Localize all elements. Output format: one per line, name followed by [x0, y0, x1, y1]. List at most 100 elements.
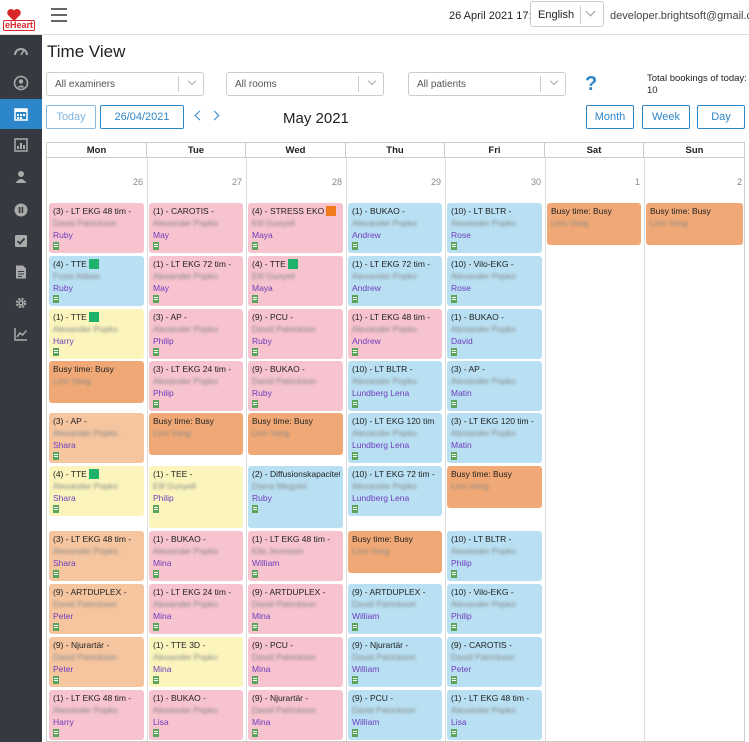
booking-event[interactable]: (9) - Njurartär - David Patrickson Mina: [248, 690, 343, 740]
document-icon[interactable]: [451, 623, 457, 631]
booking-event[interactable]: (1) - LT EKG 48 tim - Alexander Popko Harr…: [49, 690, 144, 740]
booking-event[interactable]: (4) - TTE Fozia Abbas Ruby: [49, 256, 144, 306]
document-icon[interactable]: [252, 570, 258, 578]
patient-filter[interactable]: All patients: [408, 72, 566, 96]
document-icon[interactable]: [53, 570, 59, 578]
sidebar-item-calendar[interactable]: [0, 99, 42, 129]
booking-event[interactable]: (9) - ARTDUPLEX - David Patrickson William: [348, 584, 442, 634]
document-icon[interactable]: [352, 676, 358, 684]
booking-event[interactable]: (1) - CAROTIS - Alexander Popko May: [149, 203, 243, 253]
document-icon[interactable]: [352, 729, 358, 737]
document-icon[interactable]: [451, 295, 457, 303]
booking-event[interactable]: (9) - Njurartär - David Patrickson William: [348, 637, 442, 687]
busy-time-event[interactable]: Busy time: Busy Linn Vang: [248, 413, 343, 455]
day-number[interactable]: 26: [132, 177, 143, 187]
booking-event[interactable]: (2) - Diffusionskapacitet - Diana Megyeri…: [248, 466, 343, 528]
booking-event[interactable]: (1) - LT EKG 48 tim - Ella Jermsten Willia…: [248, 531, 343, 581]
sidebar-item-bar-chart[interactable]: [0, 130, 42, 160]
document-icon[interactable]: [252, 400, 258, 408]
booking-event[interactable]: (1) - BUKAO - Alexander Popko Lisa: [149, 690, 243, 740]
busy-time-event[interactable]: Busy time: Busy Linn Vang: [447, 466, 542, 508]
week-view-button[interactable]: Week: [642, 105, 690, 129]
booking-event[interactable]: (1) - BUKAO - Alexander Popko Mina: [149, 531, 243, 581]
booking-event[interactable]: (10) - LT BLTR - Alexander Popko Philip: [447, 531, 542, 581]
booking-event[interactable]: (10) - LT BLTR - Alexander Popko Rose: [447, 203, 542, 253]
document-icon[interactable]: [451, 348, 457, 356]
document-icon[interactable]: [153, 348, 159, 356]
day-number[interactable]: 1: [634, 177, 640, 187]
document-icon[interactable]: [252, 505, 258, 513]
booking-event[interactable]: (1) - TTE Alexander Popko Harry: [49, 309, 144, 359]
day-number[interactable]: 29: [430, 177, 441, 187]
room-filter[interactable]: All rooms: [226, 72, 384, 96]
app-logo[interactable]: eHeart: [3, 6, 43, 31]
booking-event[interactable]: (1) - LT EKG 48 tim - Alexander Popko Lisa: [447, 690, 542, 740]
sidebar-item-pause-circle[interactable]: [0, 195, 42, 225]
document-icon[interactable]: [153, 295, 159, 303]
booking-event[interactable]: (1) - TTE 3D - Alexander Popko Mina: [149, 637, 243, 687]
chevron-right-icon[interactable]: [211, 110, 221, 122]
document-icon[interactable]: [451, 452, 457, 460]
booking-event[interactable]: (9) - Njurartär - David Patrickson Peter: [49, 637, 144, 687]
sidebar-item-user[interactable]: [0, 162, 42, 192]
day-number[interactable]: 30: [530, 177, 541, 187]
date-picker-button[interactable]: 26/04/2021: [100, 105, 184, 129]
sidebar-item-document[interactable]: [0, 257, 42, 287]
month-view-button[interactable]: Month: [586, 105, 634, 129]
sidebar-item-line-chart[interactable]: [0, 319, 42, 349]
day-number[interactable]: 28: [331, 177, 342, 187]
busy-time-event[interactable]: Busy time: Busy Linn Vang: [646, 203, 743, 245]
document-icon[interactable]: [252, 729, 258, 737]
booking-event[interactable]: (1) - LT EKG 72 tim - Alexander Popko Andr…: [348, 256, 442, 306]
document-icon[interactable]: [153, 570, 159, 578]
booking-event[interactable]: (9) - BUKAO - David Patrickson Ruby: [248, 361, 343, 411]
booking-event[interactable]: (3) - LT EKG 48 tim - Alexander Popko Shar…: [49, 531, 144, 581]
document-icon[interactable]: [352, 295, 358, 303]
document-icon[interactable]: [451, 400, 457, 408]
menu-toggle-icon[interactable]: [51, 8, 67, 22]
user-email[interactable]: developer.brightsoft@gmail.com: [610, 10, 749, 22]
booking-event[interactable]: (3) - LT EKG 24 tim - Alexander Popko Phil…: [149, 361, 243, 411]
document-icon[interactable]: [252, 676, 258, 684]
booking-event[interactable]: (4) - TTE Elif Gunyeli Maya: [248, 256, 343, 306]
sidebar-item-check-square[interactable]: [0, 226, 42, 256]
booking-event[interactable]: (1) - TEE - Elif Gunyeli Philip: [149, 466, 243, 528]
document-icon[interactable]: [53, 729, 59, 737]
booking-event[interactable]: (3) - AP - Alexander Popko Matin: [447, 361, 542, 411]
busy-time-event[interactable]: Busy time: Busy Linn Vang: [49, 361, 144, 403]
document-icon[interactable]: [53, 242, 59, 250]
document-icon[interactable]: [53, 452, 59, 460]
document-icon[interactable]: [451, 242, 457, 250]
booking-event[interactable]: (3) - LT EKG 48 tim - David Patrickson Rub…: [49, 203, 144, 253]
document-icon[interactable]: [451, 676, 457, 684]
booking-event[interactable]: (1) - LT EKG 48 tim - Alexander Popko Andr…: [348, 309, 442, 359]
booking-event[interactable]: (3) - AP - Alexander Popko Shara: [49, 413, 144, 463]
booking-event[interactable]: (4) - TTE Alexander Popko Shara: [49, 466, 144, 516]
document-icon[interactable]: [53, 348, 59, 356]
document-icon[interactable]: [153, 729, 159, 737]
chevron-left-icon[interactable]: [193, 110, 203, 122]
document-icon[interactable]: [352, 242, 358, 250]
booking-event[interactable]: (9) - PCU - David Patrickson William: [348, 690, 442, 740]
booking-event[interactable]: (4) - STRESS EKO Elif Gunyeli Maya: [248, 203, 343, 253]
booking-event[interactable]: (1) - LT EKG 72 tim - Alexander Popko May: [149, 256, 243, 306]
day-number[interactable]: 27: [231, 177, 242, 187]
sidebar-item-gear[interactable]: [0, 288, 42, 318]
busy-time-event[interactable]: Busy time: Busy Linn Vang: [547, 203, 641, 245]
document-icon[interactable]: [153, 505, 159, 513]
document-icon[interactable]: [352, 505, 358, 513]
document-icon[interactable]: [153, 400, 159, 408]
booking-event[interactable]: (10) - LT EKG 120 tim Alexander Popko Lund…: [348, 413, 442, 463]
booking-event[interactable]: (10) - Vilo-EKG - Alexander Popko Rose: [447, 256, 542, 306]
booking-event[interactable]: (1) - LT EKG 24 tim - Alexander Popko Mina: [149, 584, 243, 634]
busy-time-event[interactable]: Busy time: Busy Linn Vang: [348, 531, 442, 573]
document-icon[interactable]: [53, 676, 59, 684]
booking-event[interactable]: (10) - Vilo-EKG - Alexander Popko Philip: [447, 584, 542, 634]
today-button[interactable]: Today: [46, 105, 96, 129]
document-icon[interactable]: [352, 400, 358, 408]
booking-event[interactable]: (9) - PCU - David Patrickson Ruby: [248, 309, 343, 359]
document-icon[interactable]: [153, 676, 159, 684]
document-icon[interactable]: [252, 348, 258, 356]
busy-time-event[interactable]: Busy time: Busy Linn Vang: [149, 413, 243, 455]
booking-event[interactable]: (9) - ARTDUPLEX - David Patrickson Mina: [248, 584, 343, 634]
